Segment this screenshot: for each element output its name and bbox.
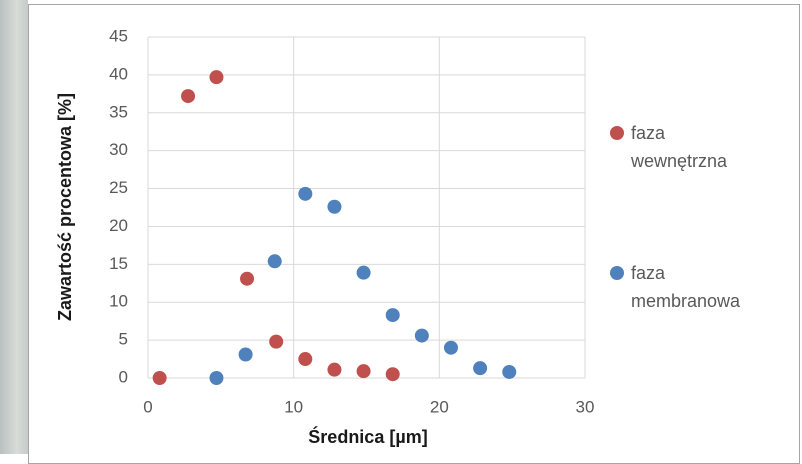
legend-label: faza wewnętrzna (631, 123, 728, 171)
chart: Średnica [µm] Zawartość procentowa [%] 0… (55, 26, 624, 447)
point (267, 254, 282, 269)
point (356, 364, 371, 379)
point (238, 347, 253, 362)
point (298, 186, 313, 201)
point (298, 352, 313, 367)
y-tick-label: 30 (109, 140, 128, 159)
point (414, 328, 429, 343)
point (181, 89, 196, 104)
point (327, 199, 342, 214)
point (385, 308, 400, 323)
y-tick-label: 5 (119, 330, 128, 349)
point (240, 271, 255, 286)
x-tick-label: 30 (576, 397, 595, 416)
point (443, 340, 458, 355)
y-tick-label: 35 (109, 102, 128, 121)
y-tick-label: 20 (109, 216, 128, 235)
y-tick-label: 25 (109, 178, 128, 197)
x-axis-title: Średnica [µm] (308, 426, 427, 447)
chart-frame (28, 4, 800, 464)
y-tick-label: 40 (109, 64, 128, 83)
x-tick-label: 10 (284, 397, 303, 416)
x-tick-label: 0 (143, 397, 152, 416)
y-tick-label: 0 (119, 367, 128, 386)
legend-marker (610, 266, 624, 280)
point (269, 334, 284, 349)
y-tick-label: 10 (109, 292, 128, 311)
y-tick-label: 15 (109, 254, 128, 273)
point (152, 371, 167, 385)
y-tick-label: 45 (109, 26, 128, 45)
legend-label: faza membranowa (631, 263, 741, 311)
x-tick-label: 20 (430, 397, 449, 416)
legend-marker (610, 126, 624, 140)
background-image (0, 0, 28, 454)
point (385, 367, 400, 382)
point (502, 364, 517, 379)
point (473, 361, 488, 376)
y-axis-title: Zawartość procentowa [%] (55, 93, 75, 321)
point (209, 371, 224, 385)
point (327, 362, 342, 377)
point (356, 265, 371, 280)
point (209, 70, 224, 85)
